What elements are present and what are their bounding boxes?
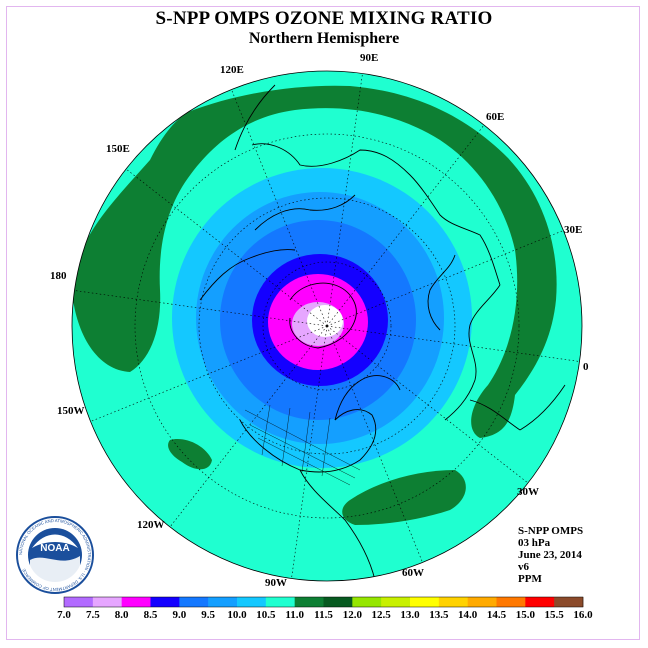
meridian-line (231, 89, 328, 327)
meridian-line (326, 124, 485, 327)
meridian-line (169, 325, 328, 528)
meridian-line (326, 73, 363, 327)
high-ozone-belt-south (342, 470, 466, 525)
info-block: S-NPP OMPS 03 hPa June 23, 2014 v6 PPM (518, 525, 583, 585)
noaa-logo-text: NOAA (40, 543, 69, 554)
lon-label-150w: 150W (57, 405, 85, 417)
meridian-line (326, 325, 423, 563)
info-version: v6 (518, 561, 529, 573)
lon-label-150e: 150E (106, 143, 130, 155)
meridians (74, 73, 580, 579)
lon-label-180: 180 (50, 270, 67, 282)
lon-label-60w: 60W (402, 567, 424, 579)
meridian-line (326, 325, 529, 484)
coastlines (199, 84, 566, 581)
longitude-labels: 90E 60E 30E 0 30W 60W 90W 120W 150W 180 … (50, 52, 589, 589)
map-title: S-NPP OMPS OZONE MIXING RATIO (155, 8, 493, 29)
lon-label-0: 0 (583, 361, 589, 373)
meridian-line (291, 325, 328, 579)
high-ozone-belt (72, 85, 557, 439)
lon-label-120w: 120W (137, 519, 165, 531)
lon-label-30e: 30E (564, 224, 582, 236)
info-level: 03 hPa (518, 537, 551, 549)
info-instrument: S-NPP OMPS (518, 525, 584, 537)
us-state-lines (244, 404, 361, 486)
lon-label-60e: 60E (486, 111, 504, 123)
info-units: PPM (518, 573, 542, 585)
figure-frame (6, 6, 640, 640)
map-boundary (71, 70, 583, 582)
meridian-line (74, 290, 328, 327)
meridian-line (326, 325, 580, 362)
lon-label-90e: 90E (360, 52, 378, 64)
meridian-line (326, 230, 564, 327)
noaa-logo: NOAA NATIONAL OCEANIC AND ATMOSPHERIC AD… (16, 516, 94, 594)
lon-label-90w: 90W (265, 577, 287, 589)
lon-label-120e: 120E (220, 64, 244, 76)
high-ozone-patch (168, 439, 212, 470)
latitude-circles (134, 133, 520, 519)
meridian-line (90, 325, 328, 422)
map-subtitle: Northern Hemisphere (248, 30, 400, 47)
info-date: June 23, 2014 (518, 549, 582, 561)
lon-label-30w: 30W (517, 486, 539, 498)
meridian-line (125, 168, 328, 327)
